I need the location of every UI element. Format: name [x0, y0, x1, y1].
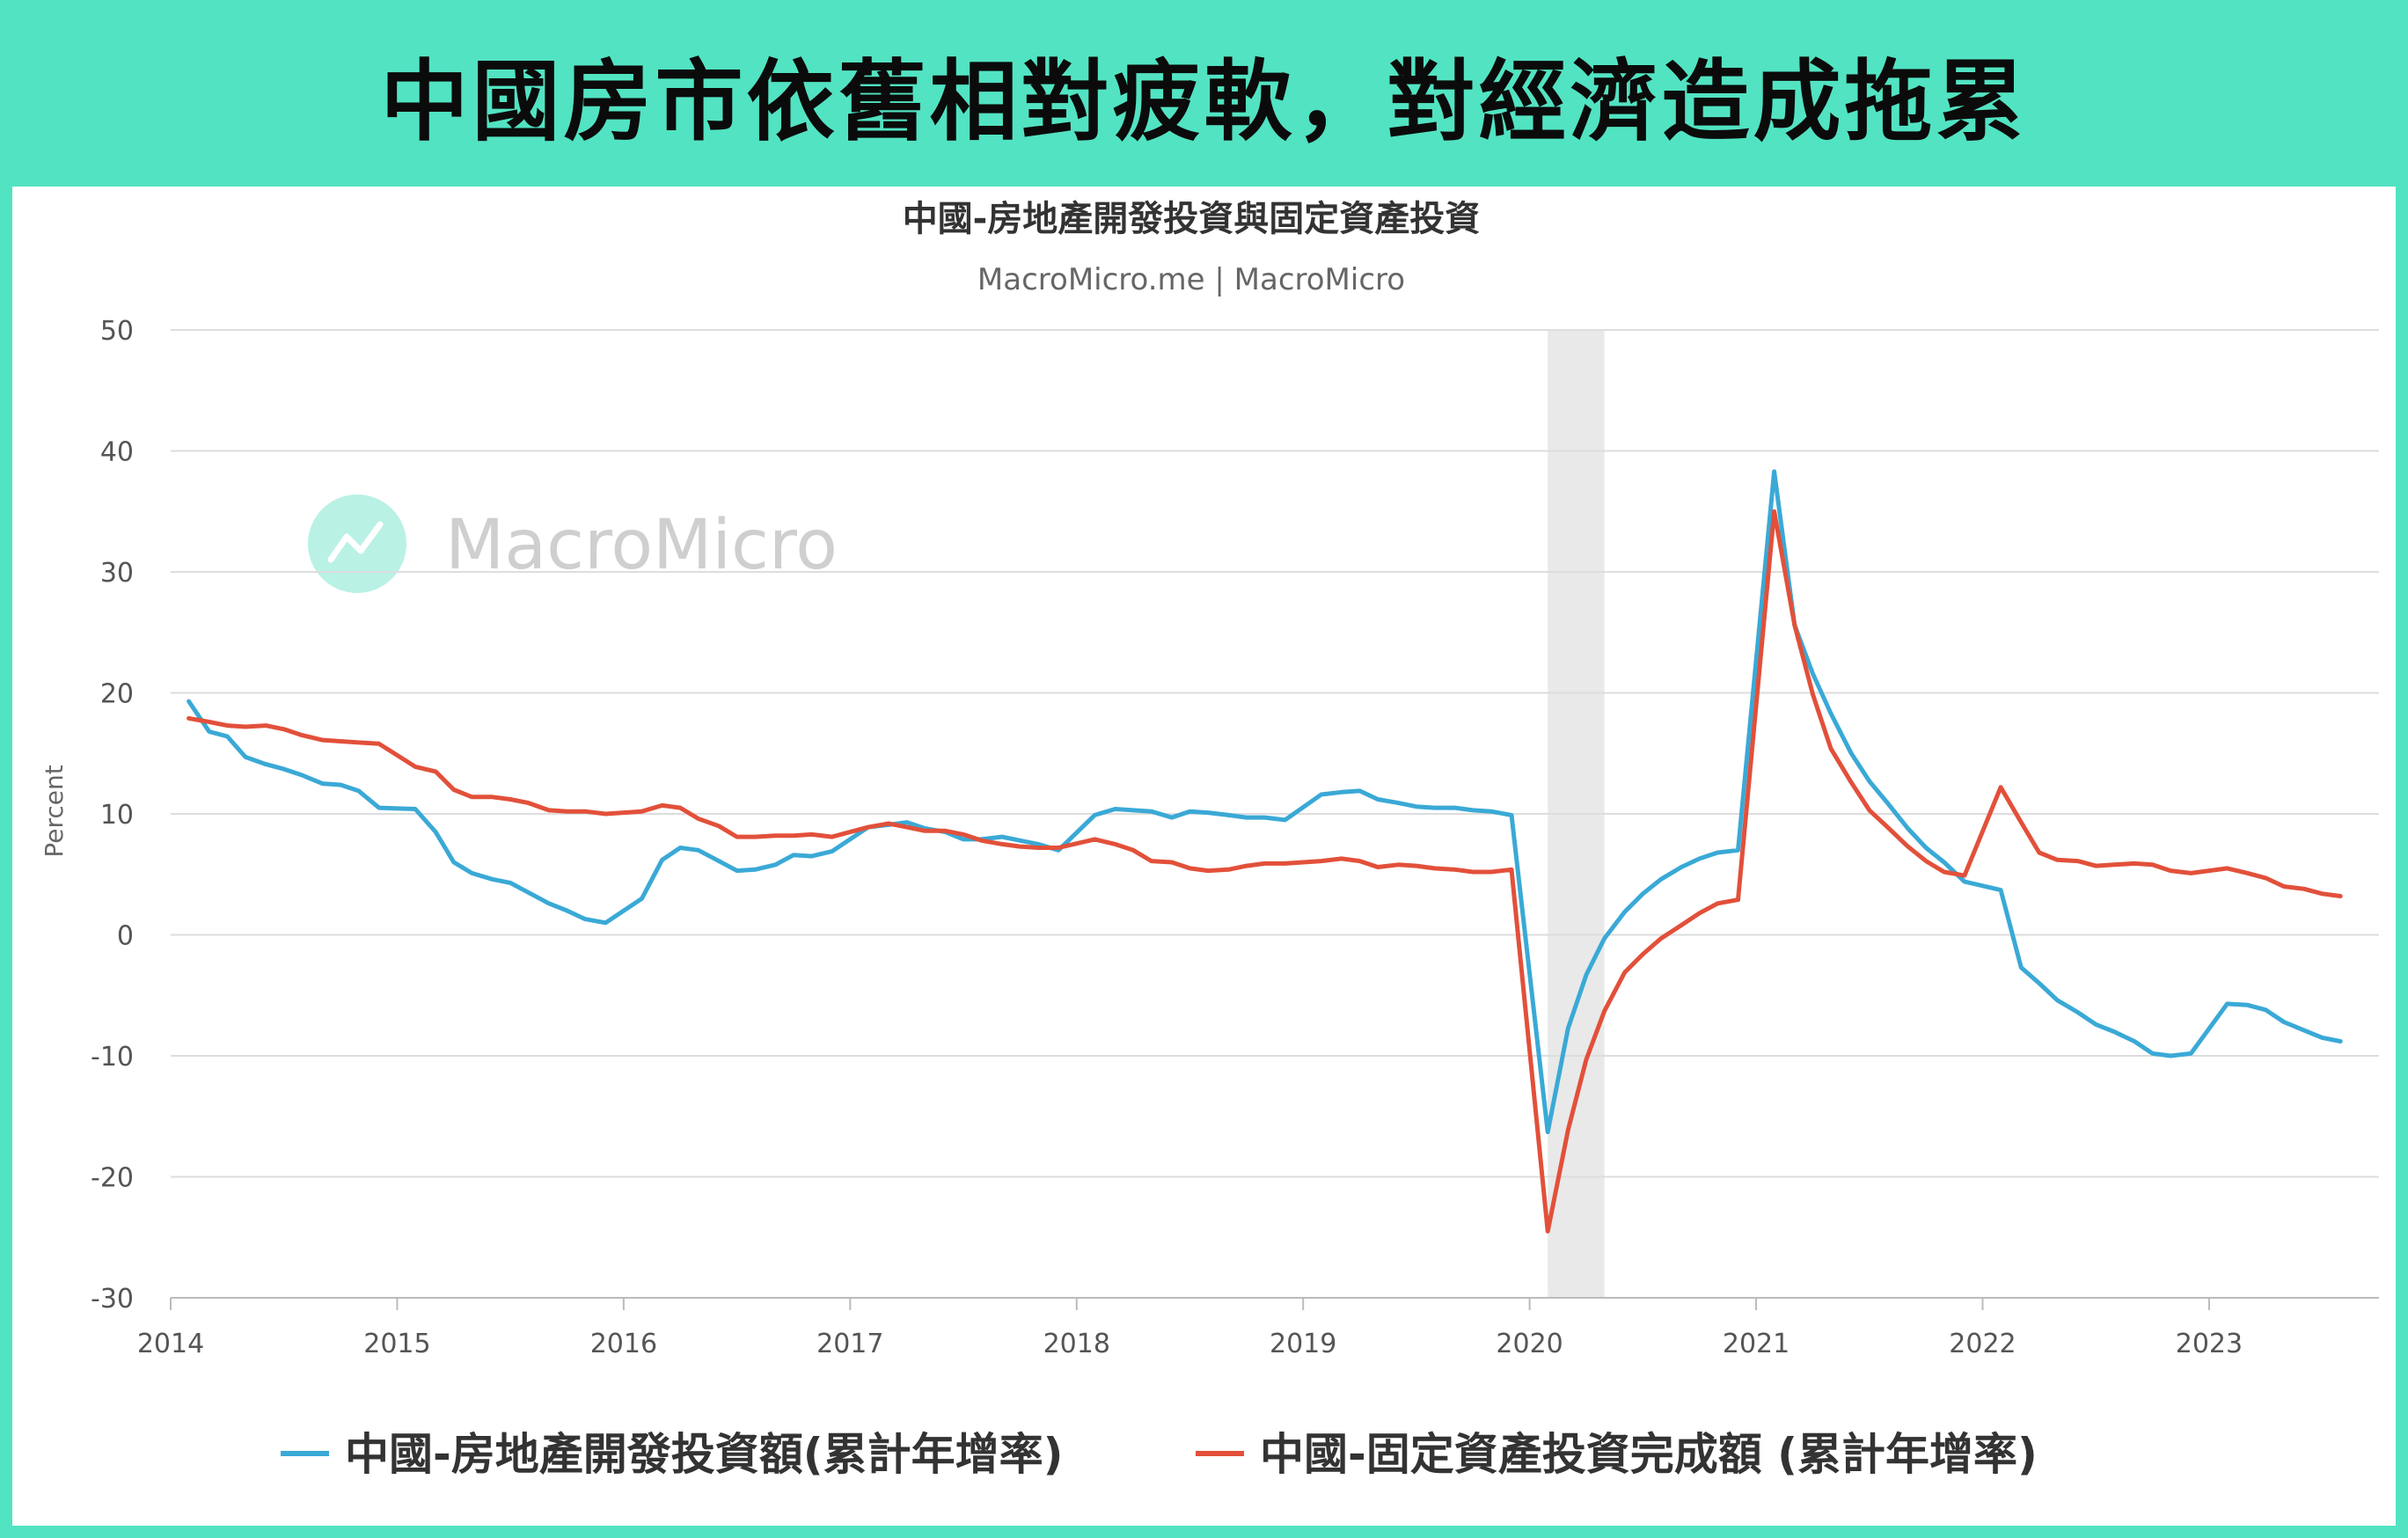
- x-tick-label: 2020: [1496, 1329, 1563, 1359]
- line-chart: MacroMicro 中國-房地產開發投資與固定資產投資 MacroMicro.…: [40, 199, 2379, 1480]
- x-tick-labels: 2014 2015 2016 2017 2018 2019 2020 2021 2022 2023: [137, 1298, 2243, 1359]
- y-tick-label: -20: [91, 1163, 134, 1194]
- x-tick-label: 2014: [137, 1329, 204, 1359]
- watermark-text: MacroMicro: [445, 506, 838, 585]
- x-tick-label: 2023: [2176, 1329, 2243, 1359]
- y-tick-label: -30: [91, 1284, 134, 1315]
- series-lines: [187, 469, 2343, 1234]
- series-line-1: [187, 509, 2343, 1234]
- y-tick-label: 40: [100, 437, 134, 468]
- legend-item-1[interactable]: 中國-固定資產投資完成額 (累計年增率): [1196, 1429, 2038, 1480]
- chart-panel: MacroMicro 中國-房地產開發投資與固定資產投資 MacroMicro.…: [12, 187, 2396, 1526]
- x-tick-label: 2022: [1949, 1329, 2016, 1359]
- headline: 中國房市依舊相對疲軟，對經濟造成拖累: [380, 49, 2028, 153]
- legend-label-1: 中國-固定資產投資完成額 (累計年增率): [1260, 1429, 2038, 1480]
- y-tick-label: -10: [91, 1042, 134, 1073]
- legend: 中國-房地產開發投資額(累計年增率) 中國-固定資產投資完成額 (累計年增率): [281, 1429, 2038, 1480]
- y-tick-label: 20: [100, 679, 134, 710]
- y-tick-labels: 50 40 30 20 10 0 -10 -20 -30: [91, 316, 134, 1315]
- chart-subtitle: MacroMicro.me | MacroMicro: [977, 262, 1405, 297]
- logo-trend-icon: [327, 521, 384, 563]
- x-tick-label: 2016: [590, 1329, 657, 1359]
- y-tick-label: 0: [117, 921, 134, 952]
- legend-item-0[interactable]: 中國-房地產開發投資額(累計年增率): [281, 1429, 1063, 1480]
- legend-label-0: 中國-房地產開發投資額(累計年增率): [345, 1429, 1063, 1480]
- y-tick-label: 50: [100, 316, 134, 347]
- chart-title: 中國-房地產開發投資與固定資產投資: [903, 199, 1481, 239]
- gridlines: [171, 329, 2379, 1299]
- x-tick-label: 2018: [1043, 1329, 1110, 1359]
- x-tick-label: 2021: [1723, 1329, 1790, 1359]
- x-tick-label: 2017: [816, 1329, 883, 1359]
- watermark: MacroMicro: [308, 494, 838, 593]
- y-axis-label: Percent: [40, 765, 69, 857]
- x-tick-label: 2019: [1270, 1329, 1336, 1359]
- y-tick-label: 10: [100, 800, 134, 831]
- series-line-0: [187, 469, 2343, 1135]
- x-tick-label: 2015: [363, 1329, 430, 1359]
- y-tick-label: 30: [100, 558, 134, 589]
